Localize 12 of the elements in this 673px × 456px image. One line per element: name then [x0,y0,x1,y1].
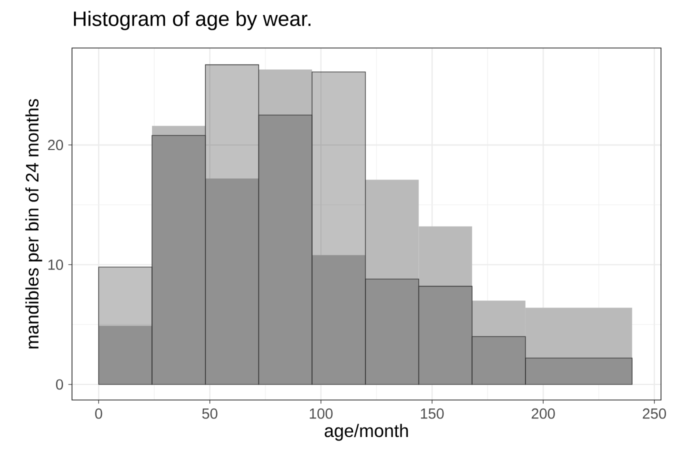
y-tick-label: 10 [48,260,64,270]
x-tick-label: 150 [420,408,444,419]
x-tick-label: 250 [642,408,666,419]
chart-title: Histogram of age by wear. [74,10,310,30]
x-tick-label: 0 [95,408,102,419]
x-tick-label: 50 [202,408,218,419]
x-axis-title: age/month [324,424,408,441]
y-axis-title: mandibles per bin of 24 months [25,99,42,348]
y-tick-label: 20 [48,140,64,150]
x-tick-label: 100 [310,408,333,419]
y-tick-label: 0 [56,379,64,390]
x-tick-label: 200 [532,408,555,419]
